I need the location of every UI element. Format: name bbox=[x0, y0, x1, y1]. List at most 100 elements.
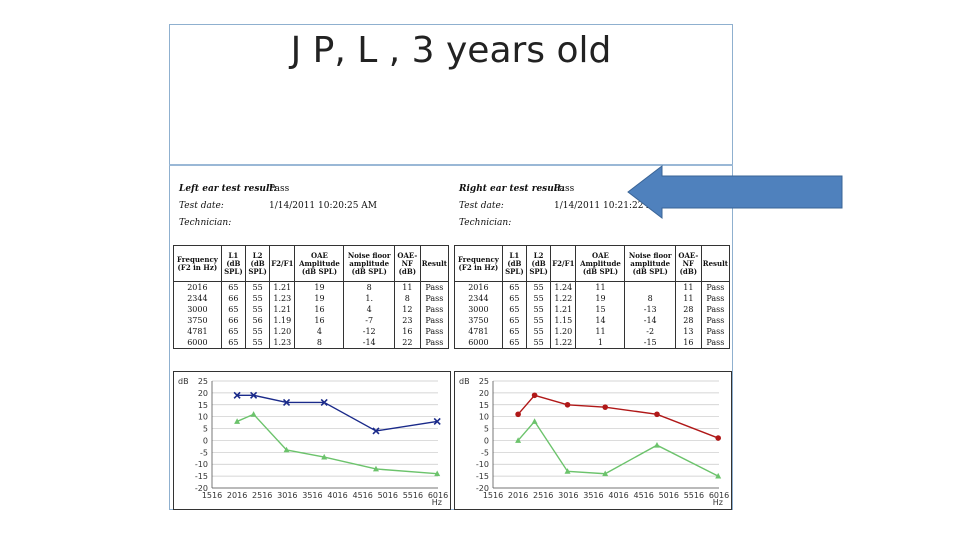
table-cell: 22 bbox=[393, 337, 421, 349]
table-cell: 4 bbox=[343, 304, 395, 315]
table-cell: 65 bbox=[501, 293, 527, 304]
table-cell: 6000 bbox=[454, 337, 503, 349]
x-tick-label: 1516 bbox=[202, 491, 222, 500]
data-point bbox=[602, 404, 608, 410]
table-cell: 1 bbox=[575, 337, 626, 349]
y-tick-label: -5 bbox=[481, 448, 489, 457]
table-cell: 55 bbox=[525, 337, 552, 349]
x-tick-label: 1516 bbox=[483, 491, 503, 500]
x-tick-label: 5516 bbox=[403, 491, 423, 500]
col-header: Frequency (F2 in Hz) bbox=[454, 245, 503, 282]
y-tick-label: 25 bbox=[198, 377, 208, 386]
y-tick-label: 10 bbox=[198, 413, 208, 422]
right-tech-label: Technician: bbox=[459, 218, 512, 228]
table-cell: Pass bbox=[419, 293, 450, 304]
table-row: 3000 65 55 1.21 16 4 12 Pass bbox=[173, 304, 450, 315]
slide-title: J P, L , 3 years old bbox=[290, 30, 612, 71]
table-cell: Pass bbox=[419, 315, 450, 326]
table-cell: 55 bbox=[525, 326, 552, 337]
table-cell: 19 bbox=[294, 281, 345, 293]
table-row: 2344 65 55 1.22 19 8 11 Pass bbox=[454, 293, 731, 304]
table-row: 3000 65 55 1.21 15 -13 28 Pass bbox=[454, 304, 731, 315]
y-tick-label: 5 bbox=[484, 425, 489, 434]
y-tick-label: 0 bbox=[484, 436, 489, 445]
table-cell: 65 bbox=[501, 304, 527, 315]
data-point bbox=[433, 417, 441, 425]
table-cell: 55 bbox=[244, 304, 271, 315]
table-row: 6000 65 55 1.22 1 -15 16 Pass bbox=[454, 337, 731, 349]
table-cell: 1.21 bbox=[269, 281, 296, 293]
x-tick-label: 2516 bbox=[252, 491, 272, 500]
col-header: L1 (dB SPL) bbox=[501, 245, 527, 282]
table-cell: 8 bbox=[343, 281, 395, 293]
col-header: L2 (dB SPL) bbox=[525, 245, 552, 282]
col-header: F2/F1 bbox=[269, 245, 296, 282]
table-cell: 55 bbox=[244, 337, 271, 349]
slide-frame bbox=[169, 24, 733, 510]
table-cell: Pass bbox=[700, 293, 731, 304]
x-tick-label: 2016 bbox=[508, 491, 528, 500]
y-tick-label: 20 bbox=[479, 389, 489, 398]
table-cell: 11 bbox=[575, 326, 626, 337]
table-cell: 1.22 bbox=[550, 337, 577, 349]
table-cell: 15 bbox=[575, 304, 626, 315]
table-cell: 28 bbox=[674, 315, 702, 326]
table-cell: 11 bbox=[393, 281, 421, 293]
col-header: OAE-NF (dB) bbox=[674, 245, 702, 282]
left-date-value: 1/14/2011 10:20:25 AM bbox=[269, 201, 378, 211]
data-point bbox=[515, 411, 521, 418]
table-cell: 55 bbox=[525, 315, 552, 326]
table-cell: 14 bbox=[575, 315, 626, 326]
table-cell: 1.15 bbox=[550, 315, 577, 326]
table-cell: Pass bbox=[700, 281, 731, 293]
series-line bbox=[237, 394, 438, 432]
x-tick-label: 5016 bbox=[659, 491, 679, 500]
x-tick-label: 2016 bbox=[227, 491, 247, 500]
table-cell: 65 bbox=[501, 281, 527, 293]
table-cell: 1.19 bbox=[269, 315, 296, 326]
table-cell: Pass bbox=[419, 326, 450, 337]
table-cell: 12 bbox=[393, 304, 421, 315]
left-ear-chart: 25 20 15 10 5 0 -5 -10 -15 -20 1516 2016 2516 3016 351… bbox=[173, 371, 451, 510]
table-cell: 1.22 bbox=[550, 293, 577, 304]
table-cell: 1. bbox=[343, 293, 395, 304]
table-cell: -15 bbox=[624, 337, 676, 349]
col-header: OAE Amplitude (dB SPL) bbox=[575, 245, 626, 282]
table-cell: 2016 bbox=[454, 281, 503, 293]
x-tick-label: 4516 bbox=[352, 491, 372, 500]
table-cell: 11 bbox=[575, 281, 626, 293]
table-cell: 2344 bbox=[173, 293, 222, 304]
x-tick-label: 5016 bbox=[378, 491, 398, 500]
y-tick-label: -10 bbox=[476, 460, 489, 469]
y-axis-label: dB bbox=[178, 377, 189, 386]
table-cell: 4781 bbox=[173, 326, 222, 337]
table-cell: -12 bbox=[343, 326, 395, 337]
col-header: Noise floor amplitude (dB SPL) bbox=[343, 245, 395, 282]
table-cell: 55 bbox=[244, 326, 271, 337]
x-tick-label: 4016 bbox=[327, 491, 347, 500]
table-cell: 4 bbox=[294, 326, 345, 337]
x-axis-label: Hz bbox=[713, 498, 723, 507]
x-tick-label: 6016 bbox=[428, 491, 448, 500]
col-header: Frequency (F2 in Hz) bbox=[173, 245, 222, 282]
table-cell: 2016 bbox=[173, 281, 222, 293]
col-header: Result bbox=[700, 245, 731, 282]
right-date-label: Test date: bbox=[459, 201, 504, 211]
table-cell bbox=[624, 281, 676, 293]
table-cell: 8 bbox=[393, 293, 421, 304]
y-tick-label: -10 bbox=[195, 460, 208, 469]
table-cell: 2344 bbox=[454, 293, 503, 304]
col-header: OAE-NF (dB) bbox=[393, 245, 421, 282]
table-cell: Pass bbox=[700, 304, 731, 315]
col-header: F2/F1 bbox=[550, 245, 577, 282]
table-cell: 11 bbox=[674, 293, 702, 304]
table-cell: 8 bbox=[624, 293, 676, 304]
table-row: 3750 65 55 1.15 14 -14 28 Pass bbox=[454, 315, 731, 326]
table-cell: 65 bbox=[501, 315, 527, 326]
data-point bbox=[233, 391, 241, 399]
y-tick-label: -5 bbox=[200, 448, 208, 457]
table-cell: 11 bbox=[674, 281, 702, 293]
table-cell: 16 bbox=[674, 337, 702, 349]
right-result-value: Pass bbox=[554, 184, 575, 194]
